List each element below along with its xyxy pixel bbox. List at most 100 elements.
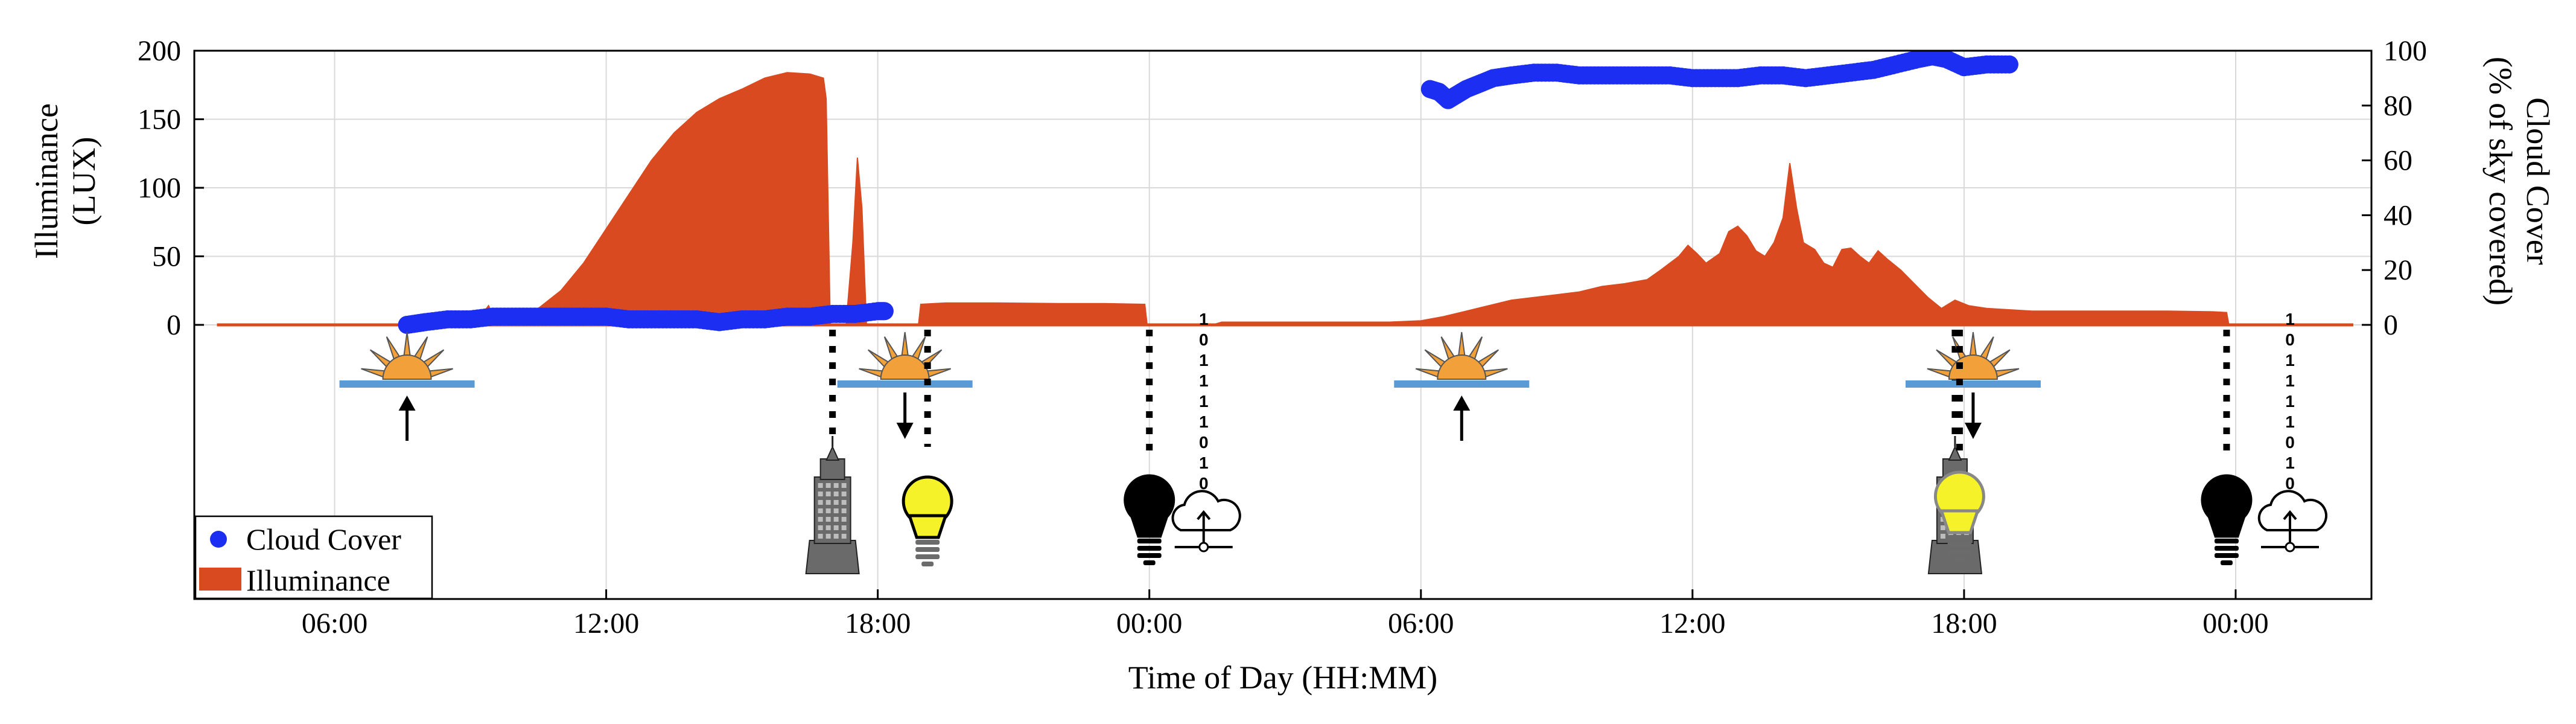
horizon-bar bbox=[837, 380, 973, 388]
legend: Cloud Cover Illuminance bbox=[194, 515, 433, 600]
y-axis-left-title-line2: (LUX) bbox=[66, 137, 102, 226]
building-window bbox=[841, 517, 847, 522]
series-layer bbox=[217, 51, 2353, 334]
bulb-tip bbox=[921, 562, 934, 566]
bulb-screw bbox=[1137, 553, 1162, 558]
building-window bbox=[833, 500, 839, 505]
arrow-head-down bbox=[896, 423, 914, 439]
legend-cloud-cover-marker bbox=[210, 531, 227, 548]
building-window bbox=[833, 534, 839, 539]
bulb-screw bbox=[1947, 542, 1972, 547]
cloud-upload-icon bbox=[2257, 490, 2327, 553]
building-window bbox=[841, 508, 847, 513]
building-window bbox=[841, 492, 847, 496]
y-left-tick-label: 200 bbox=[138, 35, 181, 67]
building-window bbox=[841, 534, 847, 539]
y-left-tick-label: 0 bbox=[167, 309, 181, 341]
bulb-screw bbox=[1947, 535, 1972, 540]
building-window bbox=[818, 492, 823, 496]
y-left-tick-label: 50 bbox=[152, 241, 181, 273]
bit-label: 0 bbox=[2285, 474, 2295, 493]
y-left-tick-label: 100 bbox=[138, 172, 181, 204]
building-window bbox=[825, 525, 831, 530]
building-window bbox=[818, 525, 823, 530]
horizon-bar bbox=[1905, 380, 2041, 388]
axes: 06:00 12:00 18:00 00:00 06:00 12:00 18:00 00:00… bbox=[138, 35, 2427, 639]
x-axis-title: Time of Day (HH:MM) bbox=[1128, 659, 1438, 696]
building-window bbox=[825, 517, 831, 522]
y-right-tick-label: 20 bbox=[2384, 254, 2412, 286]
bit-label: 1 bbox=[1199, 351, 1209, 370]
cloud-arrow bbox=[2283, 510, 2297, 521]
sunrise-icon bbox=[339, 332, 475, 441]
bit-label: 0 bbox=[2285, 330, 2295, 349]
x-tick-label: 12:00 bbox=[573, 607, 639, 639]
bit-label: 0 bbox=[1199, 474, 1209, 493]
bit-label: 1 bbox=[2285, 392, 2295, 411]
building-window bbox=[841, 500, 847, 505]
bit-label: 1 bbox=[2285, 453, 2295, 472]
bit-label: 1 bbox=[1199, 310, 1209, 328]
building-window bbox=[841, 483, 847, 488]
bit-label: 1 bbox=[1199, 453, 1209, 472]
x-tick-label: 00:00 bbox=[2202, 607, 2268, 639]
bulb-screw bbox=[2214, 546, 2239, 551]
x-tick-label: 00:00 bbox=[1116, 607, 1182, 639]
building-window bbox=[833, 517, 839, 522]
sun-disk bbox=[1948, 354, 1998, 380]
building-window bbox=[825, 500, 831, 505]
building-window bbox=[825, 483, 831, 488]
building-window bbox=[818, 500, 823, 505]
bulb-tip bbox=[2220, 560, 2233, 565]
bulb-tip bbox=[1143, 560, 1156, 565]
bit-label: 0 bbox=[1199, 433, 1209, 452]
bulb-neck bbox=[1129, 513, 1170, 538]
bulb-screw bbox=[1947, 549, 1972, 554]
building-window bbox=[818, 534, 823, 539]
y-right-tick-label: 80 bbox=[2384, 90, 2412, 122]
y-axis-right-title: Cloud Cover (% of sky covered) bbox=[2482, 57, 2556, 306]
y-axis-right-title-line1: Cloud Cover bbox=[2520, 97, 2556, 265]
building-upper bbox=[819, 458, 845, 480]
bit-label: 1 bbox=[1199, 371, 1209, 390]
arrow-head-up bbox=[1453, 396, 1471, 411]
bulb-screw bbox=[915, 540, 940, 545]
bulb-neck bbox=[1939, 509, 1980, 534]
y-axis-left-title-line1: Illuminance bbox=[28, 103, 65, 259]
bulb-screw bbox=[915, 547, 940, 552]
sun-disk bbox=[880, 354, 930, 380]
building-window bbox=[833, 525, 839, 530]
building-window bbox=[833, 483, 839, 488]
building-top bbox=[1948, 445, 1962, 461]
bit-label: 1 bbox=[2285, 412, 2295, 431]
bulb-screw bbox=[2214, 539, 2239, 543]
cloud-cover-point bbox=[2000, 55, 2018, 74]
y-left-tick-label: 150 bbox=[138, 104, 181, 136]
bit-label: 1 bbox=[1199, 412, 1209, 431]
x-tick-label: 06:00 bbox=[1388, 607, 1454, 639]
building-window bbox=[825, 534, 831, 539]
horizon-bar bbox=[1394, 380, 1530, 388]
bit-label: 0 bbox=[2285, 433, 2295, 452]
building-window bbox=[825, 492, 831, 496]
x-tick-label: 18:00 bbox=[1931, 607, 1997, 639]
y-axis-left-title: Illuminance (LUX) bbox=[28, 103, 102, 259]
network-node bbox=[1198, 542, 1209, 553]
sun-disk bbox=[1437, 354, 1487, 380]
bulb-screw bbox=[1137, 539, 1162, 543]
y-right-tick-label: 60 bbox=[2384, 145, 2412, 177]
y-right-tick-label: 100 bbox=[2384, 35, 2427, 67]
bulb-screw bbox=[1137, 546, 1162, 551]
bit-label: 1 bbox=[2285, 310, 2295, 328]
y-axis-right-title-line2: (% of sky covered) bbox=[2482, 57, 2519, 306]
bulb-screw bbox=[915, 554, 940, 559]
network-node bbox=[2285, 542, 2295, 553]
cloud-cover-point bbox=[875, 302, 894, 321]
building-window bbox=[1940, 525, 1945, 530]
cloud-upload-icon bbox=[1171, 490, 1241, 553]
building-window bbox=[818, 517, 823, 522]
building-window bbox=[818, 483, 823, 488]
